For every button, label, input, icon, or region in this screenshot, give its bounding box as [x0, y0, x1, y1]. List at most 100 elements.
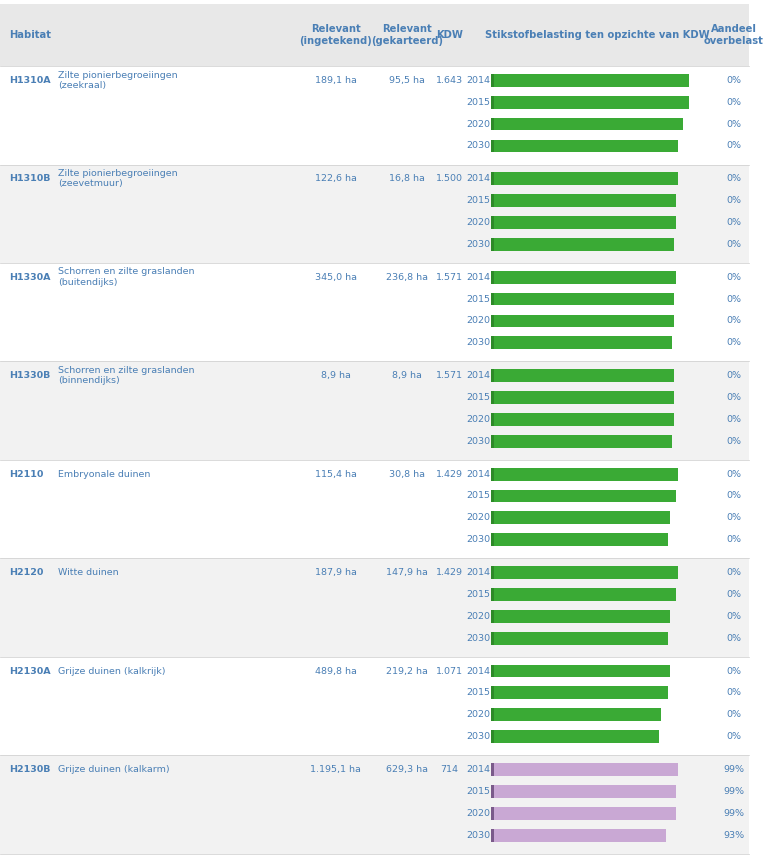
Bar [491, 511, 670, 524]
Text: Aandeel
overbelast: Aandeel overbelast [704, 24, 764, 46]
Text: Embryonale duinen: Embryonale duinen [58, 469, 151, 479]
Bar [491, 118, 493, 130]
Text: 0%: 0% [726, 513, 742, 523]
Text: 0%: 0% [726, 634, 742, 643]
Text: 0%: 0% [726, 294, 742, 304]
Bar [491, 686, 668, 699]
Text: 2014: 2014 [466, 667, 490, 675]
Bar [491, 807, 676, 819]
Bar [491, 686, 493, 699]
Bar [491, 336, 493, 349]
Text: 2020: 2020 [466, 415, 490, 424]
Text: 2015: 2015 [466, 98, 490, 106]
Bar [491, 665, 670, 678]
Bar [491, 566, 493, 579]
Bar [491, 763, 493, 776]
Bar [491, 96, 689, 109]
Text: 0%: 0% [726, 732, 742, 741]
Text: 714: 714 [440, 765, 459, 774]
Bar [491, 271, 493, 284]
Bar [491, 785, 676, 798]
Bar [491, 631, 493, 644]
Text: 8,9 ha: 8,9 ha [321, 372, 351, 380]
Bar [0, 657, 749, 755]
Text: 2015: 2015 [466, 492, 490, 500]
Bar [491, 534, 493, 547]
Text: Schorren en zilte graslanden
(buitendijks): Schorren en zilte graslanden (buitendijk… [58, 268, 195, 287]
Text: 122,6 ha: 122,6 ha [314, 174, 357, 184]
Text: 0%: 0% [726, 76, 742, 85]
Text: 2030: 2030 [466, 831, 490, 840]
Bar [491, 118, 683, 130]
Text: H1310A: H1310A [9, 76, 51, 85]
Bar [491, 413, 493, 426]
Text: 0%: 0% [726, 338, 742, 347]
Bar [0, 361, 749, 460]
Text: 2014: 2014 [466, 273, 490, 281]
Bar [491, 631, 668, 644]
Text: 0%: 0% [726, 437, 742, 446]
Text: 2030: 2030 [466, 240, 490, 249]
Text: 0%: 0% [726, 688, 742, 698]
Bar [491, 315, 493, 328]
Text: KDW: KDW [436, 30, 463, 40]
Text: 2020: 2020 [466, 809, 490, 818]
Text: 2014: 2014 [466, 372, 490, 380]
Text: 219,2 ha: 219,2 ha [386, 667, 428, 675]
Text: 0%: 0% [726, 317, 742, 325]
Bar [491, 315, 674, 328]
Text: Schorren en zilte graslanden
(binnendijks): Schorren en zilte graslanden (binnendijk… [58, 366, 195, 385]
Bar [491, 293, 493, 305]
Bar [491, 413, 674, 426]
Bar [491, 74, 689, 87]
Text: 345,0 ha: 345,0 ha [314, 273, 357, 281]
Text: 1.500: 1.500 [436, 174, 463, 184]
Text: 1.195,1 ha: 1.195,1 ha [310, 765, 361, 774]
Bar [491, 566, 678, 579]
Text: 2015: 2015 [466, 196, 490, 205]
Text: 8,9 ha: 8,9 ha [392, 372, 422, 380]
Bar [491, 74, 493, 87]
Text: 0%: 0% [726, 119, 742, 129]
Bar [0, 66, 749, 165]
Bar [491, 391, 674, 404]
Text: 1.429: 1.429 [436, 469, 463, 479]
Text: 0%: 0% [726, 196, 742, 205]
Text: H2130A: H2130A [9, 667, 51, 675]
Text: Relevant
(gekarteerd): Relevant (gekarteerd) [370, 24, 443, 46]
Bar [491, 194, 676, 207]
Text: 2014: 2014 [466, 174, 490, 184]
Bar [0, 165, 749, 263]
Bar [491, 140, 678, 153]
Bar [491, 490, 676, 503]
Text: H2110: H2110 [9, 469, 44, 479]
Text: 0%: 0% [726, 273, 742, 281]
Text: 2020: 2020 [466, 218, 490, 227]
Text: 0%: 0% [726, 535, 742, 544]
Bar [491, 829, 493, 842]
Text: Zilte pionierbegroeiingen
(zeevetmuur): Zilte pionierbegroeiingen (zeevetmuur) [58, 169, 178, 189]
Bar [491, 293, 674, 305]
Text: 1.643: 1.643 [436, 76, 463, 85]
Bar [491, 807, 493, 819]
Text: 489,8 ha: 489,8 ha [314, 667, 357, 675]
Bar [491, 763, 678, 776]
Text: 2030: 2030 [466, 338, 490, 347]
Bar [491, 96, 493, 109]
Text: 2030: 2030 [466, 437, 490, 446]
Text: 2014: 2014 [466, 765, 490, 774]
Text: 189,1 ha: 189,1 ha [314, 76, 357, 85]
Text: 1.571: 1.571 [436, 372, 463, 380]
Text: 0%: 0% [726, 98, 742, 106]
Bar [491, 391, 493, 404]
Bar [0, 4, 749, 66]
Text: Stikstofbelasting ten opzichte van KDW: Stikstofbelasting ten opzichte van KDW [485, 30, 709, 40]
Text: 187,9 ha: 187,9 ha [314, 568, 357, 577]
Text: 2015: 2015 [466, 590, 490, 599]
Bar [491, 140, 493, 153]
Text: 1.571: 1.571 [436, 273, 463, 281]
Text: 629,3 ha: 629,3 ha [386, 765, 428, 774]
Bar [491, 238, 674, 251]
Text: 2030: 2030 [466, 142, 490, 150]
Bar [491, 511, 493, 524]
